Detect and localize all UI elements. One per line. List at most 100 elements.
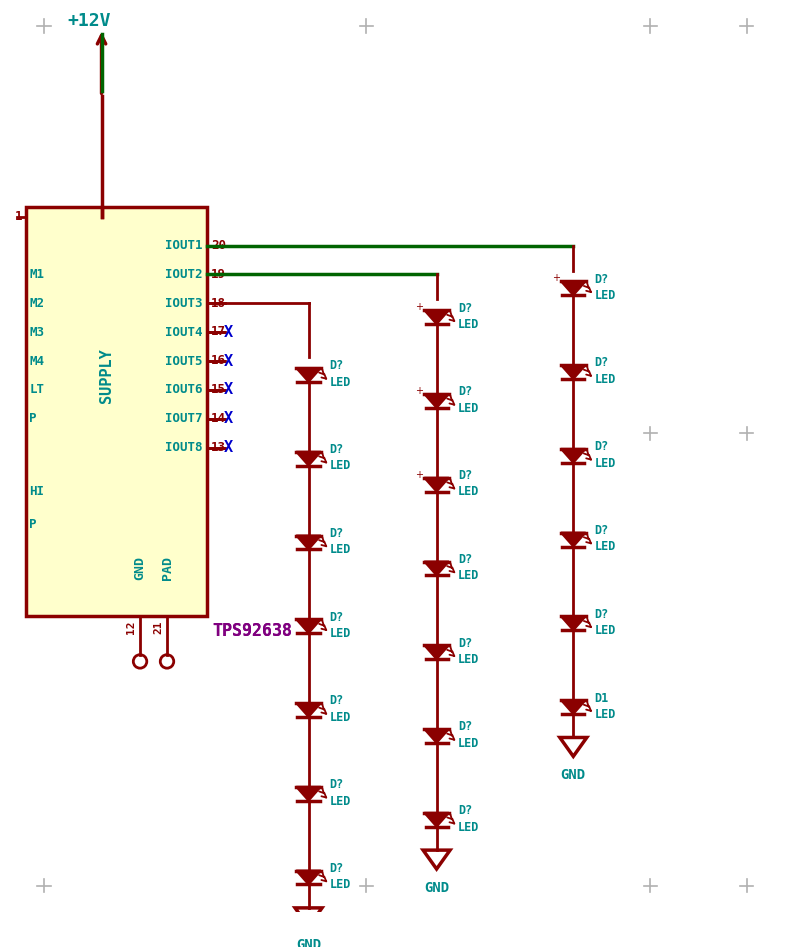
Text: D?: D? [330, 778, 344, 791]
Text: LED: LED [458, 486, 479, 498]
Polygon shape [424, 477, 449, 491]
Text: D?: D? [330, 694, 344, 707]
Text: IOUT6: IOUT6 [165, 384, 202, 397]
Text: D?: D? [594, 524, 609, 537]
Text: +: + [415, 302, 423, 313]
Text: LED: LED [458, 820, 479, 833]
Text: 19: 19 [211, 268, 226, 280]
Text: LED: LED [594, 624, 616, 637]
Text: 15: 15 [211, 384, 226, 396]
Polygon shape [561, 281, 586, 295]
Polygon shape [424, 813, 449, 827]
Text: GND: GND [296, 938, 321, 947]
Text: IOUT8: IOUT8 [165, 441, 202, 455]
Text: X: X [224, 440, 233, 456]
Text: LED: LED [458, 653, 479, 666]
Text: P: P [30, 518, 37, 531]
Text: M1: M1 [30, 268, 44, 281]
Polygon shape [561, 616, 586, 631]
Text: D?: D? [330, 527, 344, 540]
Text: M2: M2 [30, 296, 44, 310]
Text: SUPPLY: SUPPLY [99, 348, 114, 402]
Text: D?: D? [458, 553, 472, 566]
Polygon shape [561, 449, 586, 463]
Polygon shape [296, 703, 321, 717]
Text: +: + [552, 274, 560, 283]
Text: IOUT1: IOUT1 [165, 239, 202, 252]
Text: X: X [224, 383, 233, 398]
Text: 1: 1 [15, 210, 22, 223]
Text: +: + [415, 386, 423, 396]
Text: LED: LED [594, 289, 616, 302]
Text: D?: D? [458, 301, 472, 314]
Text: 17: 17 [211, 326, 226, 338]
Text: LED: LED [330, 627, 351, 640]
Polygon shape [424, 311, 449, 324]
Text: LED: LED [458, 737, 479, 750]
Text: D?: D? [594, 273, 609, 286]
Text: LED: LED [594, 373, 616, 385]
Text: 12: 12 [126, 621, 136, 634]
Text: LED: LED [458, 569, 479, 582]
Text: 14: 14 [211, 412, 226, 425]
Polygon shape [296, 787, 321, 801]
Text: D?: D? [330, 862, 344, 875]
Text: D?: D? [458, 385, 472, 399]
Text: GND: GND [561, 768, 586, 782]
Polygon shape [424, 645, 449, 659]
Text: M4: M4 [30, 354, 44, 367]
Text: D?: D? [458, 469, 472, 482]
Text: D1: D1 [594, 691, 609, 705]
Text: +12V: +12V [68, 12, 111, 30]
Polygon shape [424, 729, 449, 743]
Text: D?: D? [594, 608, 609, 620]
Text: M3: M3 [30, 326, 44, 339]
Text: D?: D? [594, 440, 609, 454]
Text: 16: 16 [211, 354, 226, 367]
Text: P: P [30, 412, 37, 425]
Polygon shape [424, 562, 449, 576]
Text: LED: LED [330, 544, 351, 556]
Text: D?: D? [330, 443, 344, 456]
Text: LT: LT [30, 384, 44, 397]
Text: 21: 21 [153, 621, 163, 634]
Text: 20: 20 [211, 239, 226, 252]
Polygon shape [296, 452, 321, 466]
Text: D?: D? [458, 804, 472, 817]
Text: GND: GND [134, 556, 146, 580]
Text: IOUT3: IOUT3 [165, 296, 202, 310]
Polygon shape [296, 368, 321, 382]
Text: HI: HI [30, 485, 44, 497]
Text: IOUT4: IOUT4 [165, 326, 202, 339]
Text: LED: LED [330, 459, 351, 473]
FancyBboxPatch shape [26, 207, 207, 616]
Text: D?: D? [594, 356, 609, 369]
Text: LED: LED [330, 376, 351, 388]
Text: LED: LED [330, 878, 351, 891]
Text: D?: D? [330, 359, 344, 372]
Text: LED: LED [594, 541, 616, 553]
Text: TPS92638: TPS92638 [212, 621, 292, 639]
Polygon shape [296, 870, 321, 884]
Text: LED: LED [458, 318, 479, 331]
Text: IOUT2: IOUT2 [165, 268, 202, 281]
Text: GND: GND [424, 881, 449, 895]
Polygon shape [296, 535, 321, 549]
Text: D?: D? [458, 636, 472, 650]
Text: 13: 13 [211, 441, 226, 454]
Text: LED: LED [594, 707, 616, 721]
Polygon shape [296, 619, 321, 634]
Polygon shape [561, 532, 586, 546]
Text: LED: LED [330, 795, 351, 808]
Text: IOUT5: IOUT5 [165, 354, 202, 367]
Text: TPS92638: TPS92638 [212, 621, 292, 639]
Text: IOUT7: IOUT7 [165, 412, 202, 425]
Text: X: X [224, 411, 233, 426]
Polygon shape [561, 700, 586, 714]
Polygon shape [561, 366, 586, 379]
Text: PAD: PAD [161, 556, 174, 580]
Text: X: X [224, 353, 233, 368]
Text: LED: LED [594, 456, 616, 470]
Text: D?: D? [458, 721, 472, 733]
Text: LED: LED [330, 711, 351, 724]
